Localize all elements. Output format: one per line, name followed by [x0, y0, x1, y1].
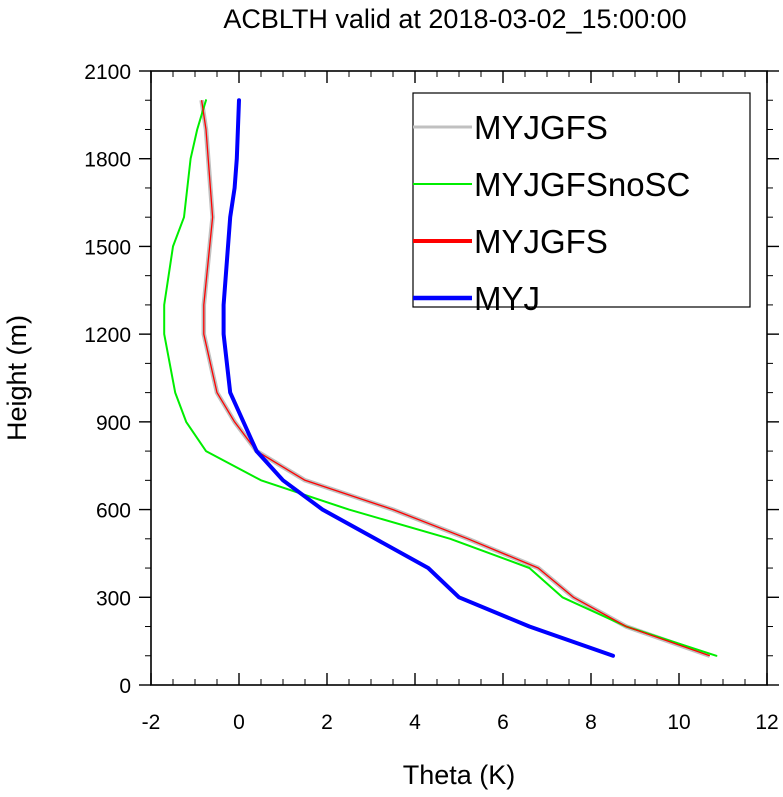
y-tick-label: 300 [96, 587, 131, 610]
y-tick-label: 900 [96, 412, 131, 435]
x-tick-labels: -2 0 2 4 6 8 10 12 [142, 711, 779, 734]
legend-box [412, 92, 751, 308]
x-axis-title: Theta (K) [403, 760, 516, 790]
y-tick-label: 1200 [84, 324, 131, 347]
y-tick-label: 600 [96, 500, 131, 523]
x-tick-label: 0 [233, 711, 245, 734]
x-tick-label: 12 [755, 711, 778, 734]
x-tick-label: -2 [142, 711, 161, 734]
x-tick-label: 4 [409, 711, 421, 734]
y-axis-title: Height (m) [2, 315, 32, 441]
x-tick-label: 6 [497, 711, 509, 734]
x-tick-label: 8 [585, 711, 597, 734]
minor-ticks [145, 71, 773, 685]
plot-lines [163, 98, 718, 658]
y-tick-labels: 0 300 600 900 1200 1500 1800 2100 [84, 61, 131, 698]
y-tick-label: 1500 [84, 236, 131, 259]
legend: MYJGFS MYJGFSnoSC MYJGFS MYJ [412, 92, 751, 317]
x-tick-label: 10 [667, 711, 690, 734]
legend-entries: MYJGFS MYJGFSnoSC MYJGFS MYJ [413, 109, 690, 317]
y-tick-label: 1800 [84, 149, 131, 172]
y-tick-label: 0 [119, 675, 131, 698]
legend-label: MYJGFS [474, 223, 608, 260]
series-line-myj [221, 98, 615, 658]
plot-frame [150, 70, 768, 686]
legend-label: MYJGFSnoSC [474, 166, 690, 203]
legend-label: MYJGFS [474, 109, 608, 146]
series-line-myjgfsnosc [163, 99, 718, 657]
legend-label: MYJ [474, 280, 540, 317]
chart-title: ACBLTH valid at 2018-03-02_15:00:00 [223, 4, 686, 34]
y-tick-label: 2100 [84, 61, 131, 84]
x-tick-label: 2 [321, 711, 333, 734]
series-line-myjgfs-red [200, 100, 711, 657]
